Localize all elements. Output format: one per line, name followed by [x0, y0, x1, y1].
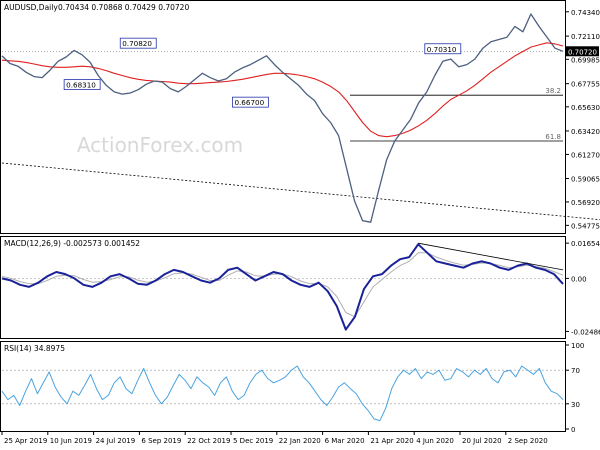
price-tick-label: 0.67755	[571, 81, 600, 89]
annotation-box	[119, 37, 157, 49]
price-line	[1, 13, 564, 223]
annotation-label: 0.68310	[66, 81, 96, 90]
annotation-box	[63, 79, 101, 90]
price-title-text: AUDUSD,Daily	[4, 3, 58, 12]
watermark: ActionForex.com	[77, 133, 243, 157]
rsi-tick-label: 100	[571, 342, 584, 350]
price-tick-label: 0.54775	[571, 222, 600, 230]
price-tick-label: 0.56920	[571, 199, 600, 207]
annotation-box	[424, 43, 462, 55]
rsi-series	[1, 365, 564, 422]
price-tick-label: 0.63420	[571, 128, 600, 136]
rsi-tick-label: 0	[571, 426, 575, 434]
price-tick-label: 0.72110	[571, 33, 600, 41]
price-tick-label: 0.74340	[571, 9, 600, 17]
macd-tick-label: 0.00	[571, 275, 587, 283]
x-axis: 25 Apr 2019 10 Jun 2019 24 Jul 2019 6 Sep 2…	[1, 431, 548, 445]
rsi-tick-label: 30	[571, 401, 580, 409]
x-tick-label: 20 Jul 2020	[462, 437, 502, 445]
price-tick-label: 0.65630	[571, 104, 600, 112]
x-tick-label: 24 Jul 2019	[96, 437, 136, 445]
rsi-line	[1, 365, 564, 422]
annotation-box	[232, 96, 269, 108]
x-tick-label: 25 Apr 2019	[4, 437, 47, 445]
x-tick-label: 22 Oct 2019	[187, 437, 230, 445]
price-panel-frame	[0, 0, 566, 234]
annotation-label: 0.70310	[427, 45, 457, 54]
x-tick-label: 22 Jan 2020	[279, 437, 321, 445]
macd-tick-label: 0.01654	[571, 240, 600, 248]
x-tick-label: 10 Jun 2019	[50, 437, 92, 445]
rsi-title: RSI(14) 34.8975	[4, 344, 65, 353]
macd-title: MACD(12,26,9) -0.002573 0.001452	[4, 239, 140, 248]
x-tick-label: 4 Jun 2020	[416, 437, 454, 445]
annotation-label: 0.70820	[122, 39, 152, 48]
price-tick-label: 0.59065	[571, 176, 600, 184]
current-price-label: 0.70720	[568, 48, 597, 56]
price-series	[1, 13, 564, 223]
fib-level-label: 61.8	[545, 133, 561, 141]
price-reference-lines: 38.2 61.8	[1, 50, 600, 221]
x-tick-label: 5 Dec 2019	[233, 437, 273, 445]
macd-line	[1, 243, 564, 331]
macd-y-axis: 0.01654 0.00 -0.02486	[2, 240, 600, 336]
fib-level-label: 38.2	[545, 87, 561, 95]
price-y-axis: 0.74340 0.72110 0.69985 0.67755 0.65630 0.634…	[565, 9, 600, 230]
price-tick-label: 0.69985	[571, 56, 600, 64]
rsi-y-axis: 100 70 30 0	[2, 342, 584, 434]
x-tick-label: 21 Apr 2020	[370, 437, 413, 445]
price-moving-average	[1, 42, 564, 138]
price-tick-label: 0.61270	[571, 151, 600, 159]
price-ohlc-text: 0.70434 0.70868 0.70429 0.70720	[58, 3, 189, 12]
price-title: AUDUSD,Daily 0.70434 0.70868 0.70429 0.7…	[4, 3, 189, 12]
price-annotations: 0.708200.683100.667000.703100.741300.550…	[63, 37, 462, 108]
x-tick-label: 2 Sep 2020	[508, 437, 548, 445]
macd-tick-label: -0.02486	[571, 328, 600, 336]
x-tick-label: 6 Sep 2019	[141, 437, 181, 445]
long-trend-line	[1, 162, 600, 221]
rsi-panel-frame	[0, 341, 566, 432]
macd-panel-frame	[0, 236, 566, 339]
current-price-box	[566, 46, 599, 57]
x-tick-label: 6 Mar 2020	[325, 437, 365, 445]
rsi-tick-label: 70	[571, 367, 580, 375]
annotation-label: 0.66700	[234, 98, 264, 107]
macd-series	[1, 242, 564, 331]
macd-divergence-line	[418, 242, 564, 271]
